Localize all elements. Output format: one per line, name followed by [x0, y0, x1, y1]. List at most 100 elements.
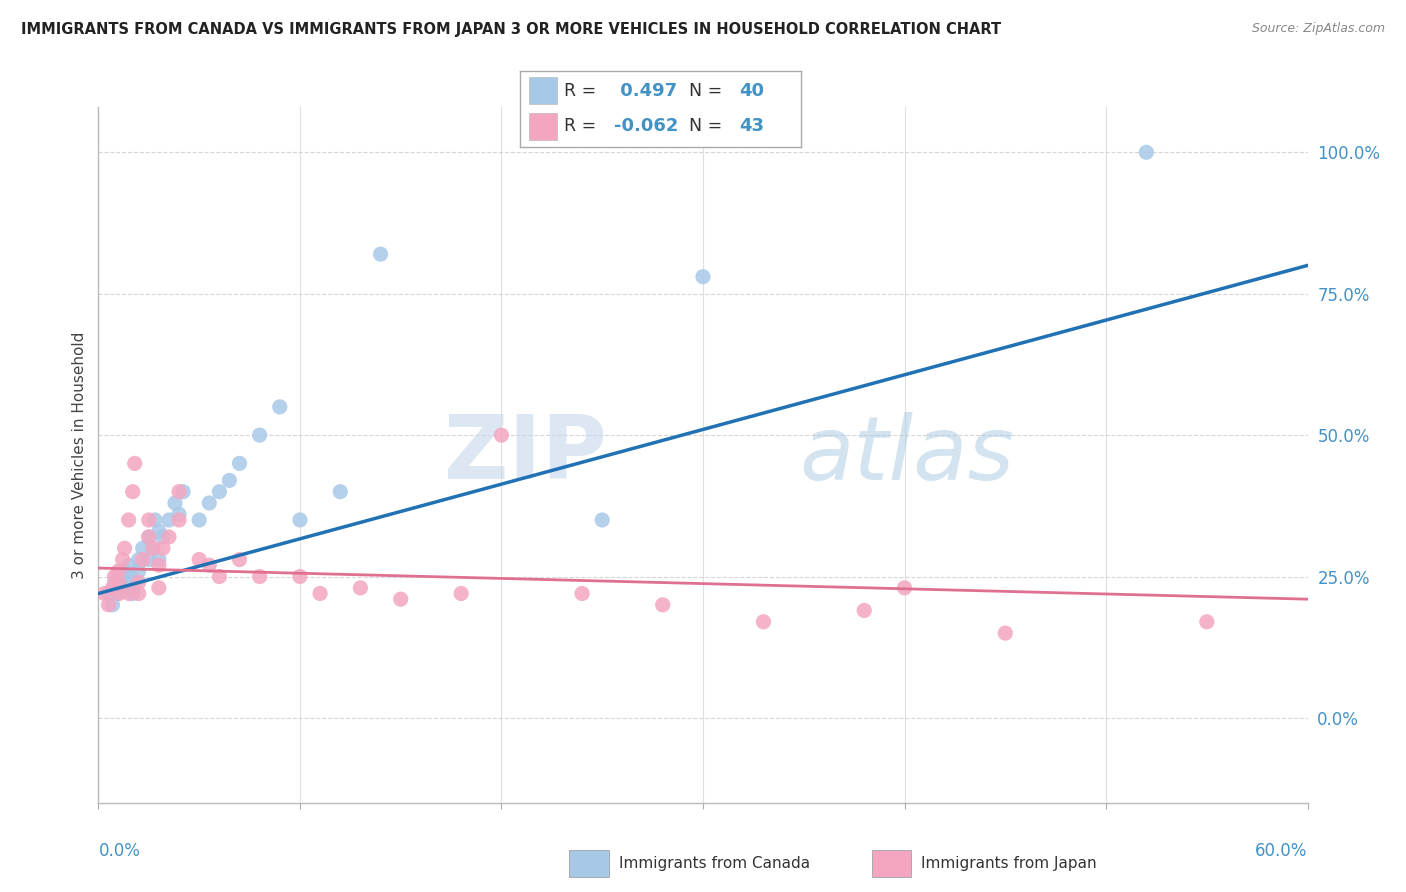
Point — [118, 586, 141, 600]
Point — [103, 575, 125, 590]
Point — [288, 513, 311, 527]
Point — [124, 575, 146, 590]
Point — [121, 484, 143, 499]
Point — [111, 575, 134, 590]
Text: Source: ZipAtlas.com: Source: ZipAtlas.com — [1251, 22, 1385, 36]
Point — [142, 541, 165, 556]
Text: Immigrants from Canada: Immigrants from Canada — [619, 856, 810, 871]
Point — [118, 558, 141, 573]
Point — [198, 558, 221, 573]
Point — [142, 541, 165, 556]
Point — [118, 581, 141, 595]
Text: IMMIGRANTS FROM CANADA VS IMMIGRANTS FROM JAPAN 3 OR MORE VEHICLES IN HOUSEHOLD : IMMIGRANTS FROM CANADA VS IMMIGRANTS FRO… — [21, 22, 1001, 37]
Point — [163, 496, 186, 510]
Bar — [529, 78, 557, 104]
Point — [571, 586, 593, 600]
Point — [107, 586, 129, 600]
Text: 40: 40 — [740, 82, 765, 100]
Point — [107, 564, 129, 578]
Point — [198, 496, 221, 510]
Text: N =: N = — [689, 82, 728, 100]
Point — [103, 569, 125, 583]
Point — [128, 552, 150, 566]
Point — [93, 586, 115, 600]
Text: N =: N = — [689, 117, 728, 135]
Point — [249, 428, 271, 442]
Text: 43: 43 — [740, 117, 765, 135]
Text: ZIP: ZIP — [443, 411, 606, 499]
Point — [228, 457, 250, 471]
Point — [172, 484, 194, 499]
Point — [121, 586, 143, 600]
Point — [114, 541, 136, 556]
Point — [101, 581, 124, 595]
Text: R =: R = — [564, 82, 602, 100]
Point — [114, 564, 136, 578]
Y-axis label: 3 or more Vehicles in Household: 3 or more Vehicles in Household — [72, 331, 87, 579]
Point — [152, 541, 174, 556]
Point — [128, 586, 150, 600]
Point — [1195, 615, 1218, 629]
Point — [107, 586, 129, 600]
Point — [148, 524, 170, 539]
Point — [167, 484, 190, 499]
Point — [157, 513, 180, 527]
Point — [138, 513, 160, 527]
Point — [107, 569, 129, 583]
Text: -0.062: -0.062 — [614, 117, 679, 135]
Point — [152, 530, 174, 544]
Point — [107, 575, 129, 590]
Point — [157, 530, 180, 544]
Point — [132, 541, 155, 556]
Point — [591, 513, 613, 527]
Point — [124, 457, 146, 471]
Point — [188, 513, 211, 527]
Point — [389, 592, 412, 607]
Point — [120, 569, 142, 583]
Point — [228, 552, 250, 566]
Point — [370, 247, 392, 261]
Text: R =: R = — [564, 117, 602, 135]
Text: 0.497: 0.497 — [614, 82, 678, 100]
Point — [138, 552, 160, 566]
Point — [208, 569, 231, 583]
Point — [450, 586, 472, 600]
Point — [138, 530, 160, 544]
Point — [167, 513, 190, 527]
Point — [491, 428, 513, 442]
Point — [97, 598, 120, 612]
Point — [143, 513, 166, 527]
Point — [853, 603, 876, 617]
Point — [994, 626, 1017, 640]
Point — [349, 581, 371, 595]
Point — [107, 581, 129, 595]
Point — [1135, 145, 1157, 160]
Point — [309, 586, 332, 600]
Point — [288, 569, 311, 583]
Text: Immigrants from Japan: Immigrants from Japan — [921, 856, 1097, 871]
Point — [111, 552, 134, 566]
Point — [218, 474, 240, 488]
Point — [132, 552, 155, 566]
Point — [188, 552, 211, 566]
Point — [249, 569, 271, 583]
Point — [148, 558, 170, 573]
Text: 0.0%: 0.0% — [98, 842, 141, 861]
Text: 60.0%: 60.0% — [1256, 842, 1308, 861]
Point — [138, 530, 160, 544]
Text: atlas: atlas — [800, 412, 1015, 498]
Point — [148, 552, 170, 566]
Point — [118, 513, 141, 527]
Point — [269, 400, 291, 414]
Point — [692, 269, 714, 284]
Bar — [529, 113, 557, 140]
Point — [148, 581, 170, 595]
Point — [101, 598, 124, 612]
Point — [752, 615, 775, 629]
Point — [651, 598, 673, 612]
Point — [97, 586, 120, 600]
Point — [128, 575, 150, 590]
Point — [329, 484, 352, 499]
Point — [167, 508, 190, 522]
Point — [128, 564, 150, 578]
